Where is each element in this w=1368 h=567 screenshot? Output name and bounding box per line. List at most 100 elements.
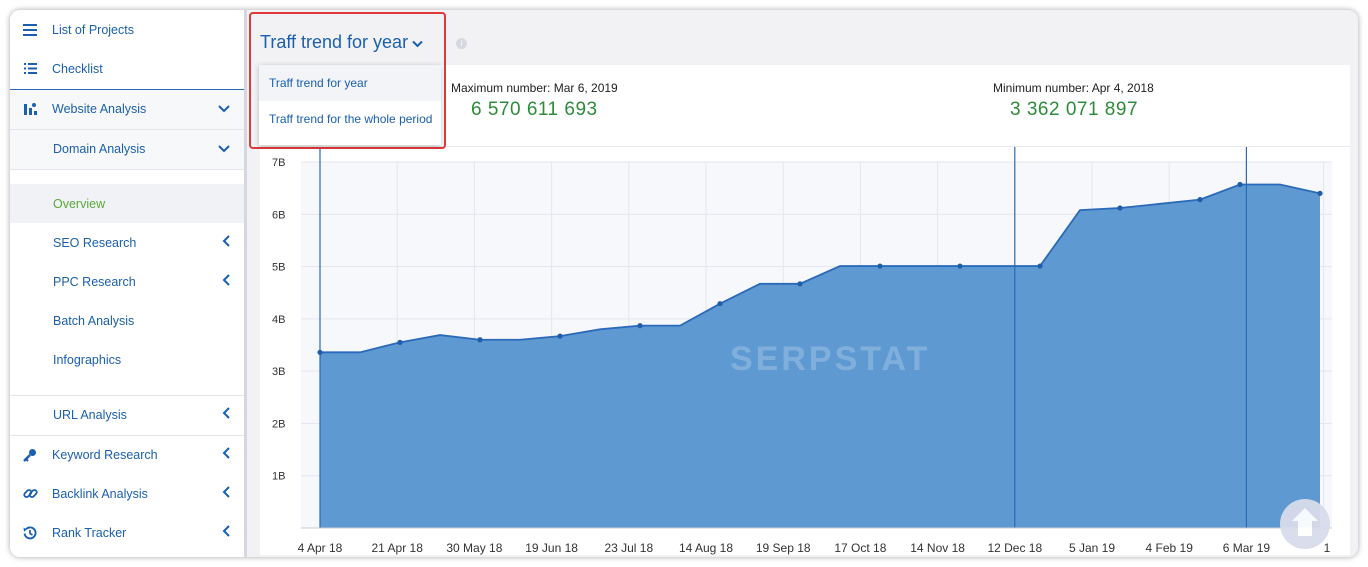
list-icon: [22, 22, 38, 38]
sidebar-item-label: Checklist: [52, 61, 103, 76]
data-point: [637, 323, 643, 329]
data-point: [317, 349, 323, 355]
sidebar-item-domain-analysis[interactable]: Domain Analysis: [10, 129, 244, 168]
view-selector[interactable]: Traff trend for year: [260, 32, 423, 53]
key-icon: [22, 447, 38, 463]
data-point: [717, 301, 723, 307]
y-tick-label: 4B: [272, 314, 285, 326]
y-tick-label: 7B: [272, 157, 285, 169]
sidebar: List of Projects Checklist Website Analy…: [10, 10, 244, 557]
sidebar-item-seo-research[interactable]: SEO Research: [10, 223, 244, 262]
y-tick-label: 1B: [272, 471, 285, 483]
chevron-left-icon: [222, 235, 230, 250]
x-tick-label: 23 Jul 18: [604, 541, 653, 555]
traffic-trend-chart: 7B 6B 5B 4B 3B 2B 1B 4 Apr 18 21 Apr 18 30 May 18…: [272, 147, 1332, 555]
x-tick-label: 5 Jan 19: [1069, 541, 1115, 555]
sidebar-item-rank-tracker[interactable]: Rank Tracker: [10, 513, 244, 552]
data-point: [477, 337, 483, 343]
chevron-left-icon: [222, 447, 230, 462]
arrow-up-icon: [1290, 506, 1320, 543]
x-tick-label: 4 Apr 18: [298, 541, 343, 555]
x-tick-label: 14 Nov 18: [910, 541, 965, 555]
main-content: Maximum number: Mar 6, 2019 6 570 611 69…: [247, 10, 1358, 557]
sidebar-item-checklist[interactable]: Checklist: [10, 49, 244, 88]
sidebar-item-ppc-research[interactable]: PPC Research: [10, 262, 244, 301]
y-tick-label: 6B: [272, 209, 285, 221]
max-number-label: Maximum number: Mar 6, 2019: [451, 81, 618, 95]
sidebar-item-label: Overview: [53, 196, 106, 211]
sidebar-item-label: Backlink Analysis: [52, 486, 148, 501]
x-tick-label: 17 Oct 18: [834, 541, 886, 555]
sidebar-item-label: PPC Research: [53, 274, 136, 289]
data-point: [1117, 205, 1123, 211]
sidebar-item-label: SEO Research: [53, 235, 137, 250]
sidebar-item-label: Rank Tracker: [52, 525, 127, 540]
x-tick-label: 12 Dec 18: [987, 541, 1042, 555]
y-tick-label: 5B: [272, 262, 285, 274]
data-point: [957, 263, 963, 269]
sidebar-item-label: List of Projects: [52, 22, 134, 37]
y-tick-label: 3B: [272, 366, 285, 378]
scroll-to-top-button[interactable]: [1280, 499, 1330, 549]
sidebar-item-batch-analysis[interactable]: Batch Analysis: [10, 301, 244, 340]
y-tick-label: 2B: [272, 418, 285, 430]
info-icon[interactable]: i: [456, 38, 467, 49]
data-point: [1037, 263, 1043, 269]
sidebar-item-list-of-projects[interactable]: List of Projects: [10, 10, 244, 49]
min-number-label: Minimum number: Apr 4, 2018: [993, 81, 1154, 95]
data-point: [1237, 181, 1243, 188]
sidebar-item-infographics[interactable]: Infographics: [10, 340, 244, 379]
sidebar-item-keyword-research[interactable]: Keyword Research: [10, 435, 244, 474]
data-point: [1317, 190, 1323, 196]
x-tick-label: 14 Aug 18: [679, 541, 733, 555]
x-tick-label: 19 Sep 18: [756, 541, 811, 555]
max-number-value: 6 570 611 693: [471, 99, 598, 120]
view-selector-highlight: [249, 12, 446, 149]
history-icon: [22, 525, 38, 541]
min-number-value: 3 362 071 897: [1010, 99, 1139, 120]
dropdown-option-whole-period[interactable]: Traff trend for the whole period: [269, 112, 433, 126]
sidebar-item-label: Infographics: [53, 352, 122, 367]
link-icon: [22, 486, 38, 502]
app-window: List of Projects Checklist Website Analy…: [10, 10, 1358, 557]
sidebar-item-overview[interactable]: Overview: [10, 184, 244, 223]
chart-panel: Maximum number: Mar 6, 2019 6 570 611 69…: [260, 65, 1350, 555]
chevron-down-icon: [218, 142, 230, 156]
chevron-left-icon: [222, 525, 230, 540]
x-tick-label: 1: [1324, 541, 1331, 555]
x-tick-label: 19 Jun 18: [525, 541, 578, 555]
sidebar-item-url-analysis[interactable]: URL Analysis: [10, 395, 244, 434]
sidebar-item-label: URL Analysis: [53, 407, 127, 422]
sidebar-item-backlink-analysis[interactable]: Backlink Analysis: [10, 474, 244, 513]
divider: [10, 129, 244, 130]
chevron-left-icon: [222, 407, 230, 422]
view-dropdown-menu: Traff trend for year Traff trend for the…: [259, 65, 441, 145]
sidebar-scrollbar[interactable]: [244, 10, 247, 557]
divider: [10, 169, 244, 170]
data-point: [1197, 197, 1203, 203]
view-selector-label: Traff trend for year: [260, 32, 409, 52]
serpstat-watermark: SERPSTAT: [730, 340, 930, 378]
series-area: [320, 184, 1320, 528]
data-point: [877, 263, 883, 269]
chevron-down-icon: [218, 102, 230, 116]
divider: [10, 435, 244, 436]
data-point: [797, 281, 803, 287]
sidebar-item-label: Website Analysis: [52, 101, 147, 116]
sidebar-item-label: Batch Analysis: [53, 313, 135, 328]
sidebar-item-label: Keyword Research: [52, 447, 158, 462]
x-tick-label: 30 May 18: [446, 541, 502, 555]
data-point: [557, 333, 563, 339]
chart-bar-icon: [22, 101, 38, 117]
sidebar-item-label: Domain Analysis: [53, 141, 146, 156]
x-tick-label: 4 Feb 19: [1146, 541, 1194, 555]
x-tick-label: 21 Apr 18: [372, 541, 424, 555]
chevron-left-icon: [222, 274, 230, 289]
dropdown-option-year[interactable]: Traff trend for year: [259, 65, 441, 101]
chevron-left-icon: [222, 486, 230, 501]
checklist-icon: [22, 61, 38, 77]
chevron-down-icon: [412, 36, 423, 51]
sidebar-item-website-analysis[interactable]: Website Analysis: [10, 89, 244, 128]
divider: [10, 395, 244, 396]
divider: [10, 89, 244, 90]
